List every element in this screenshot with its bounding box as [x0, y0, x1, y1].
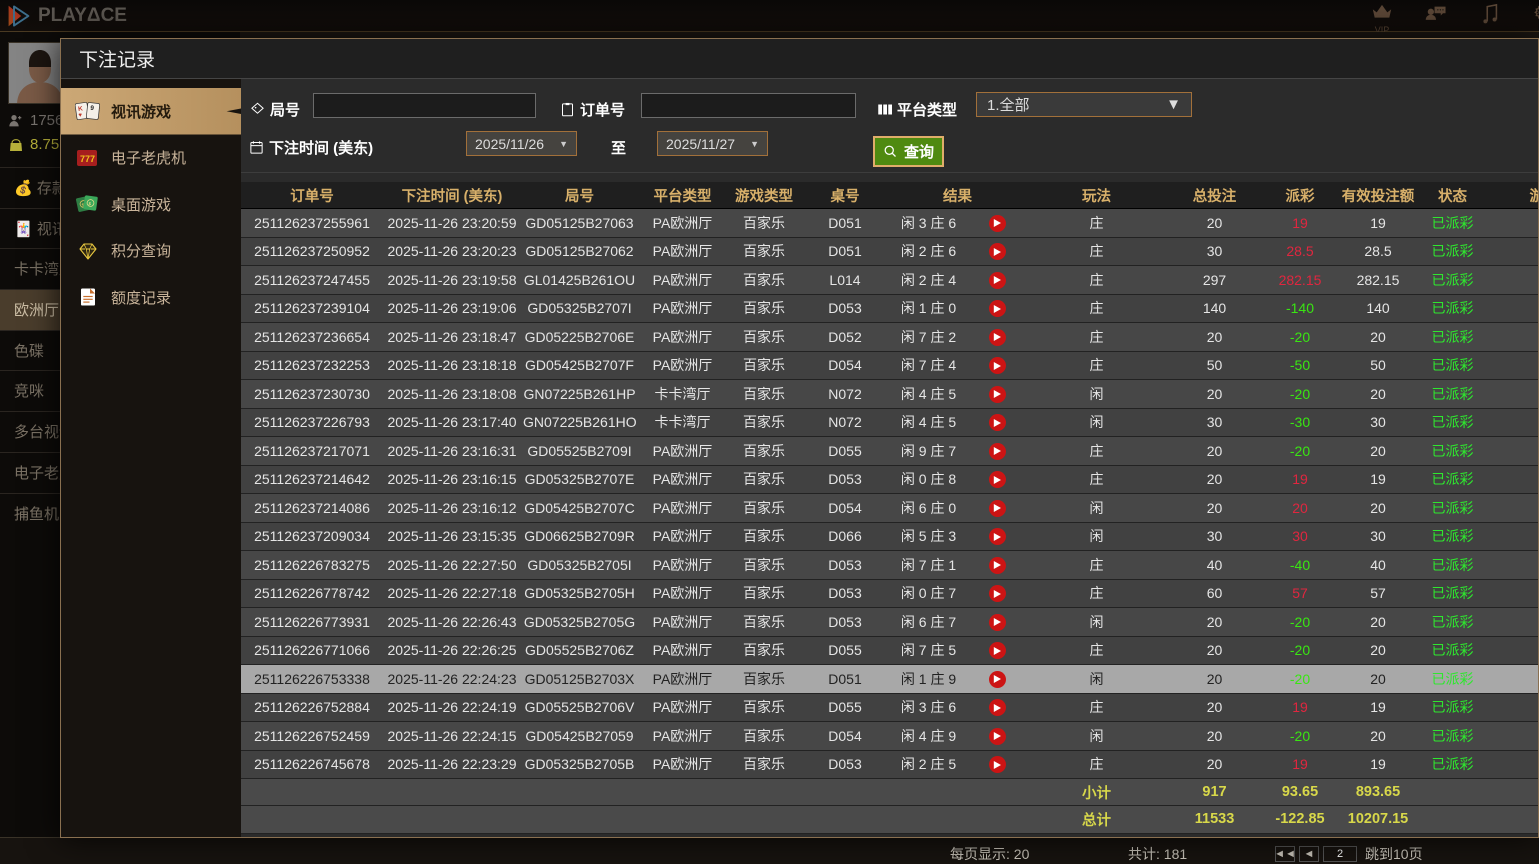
svg-text:777: 777 — [80, 154, 95, 164]
